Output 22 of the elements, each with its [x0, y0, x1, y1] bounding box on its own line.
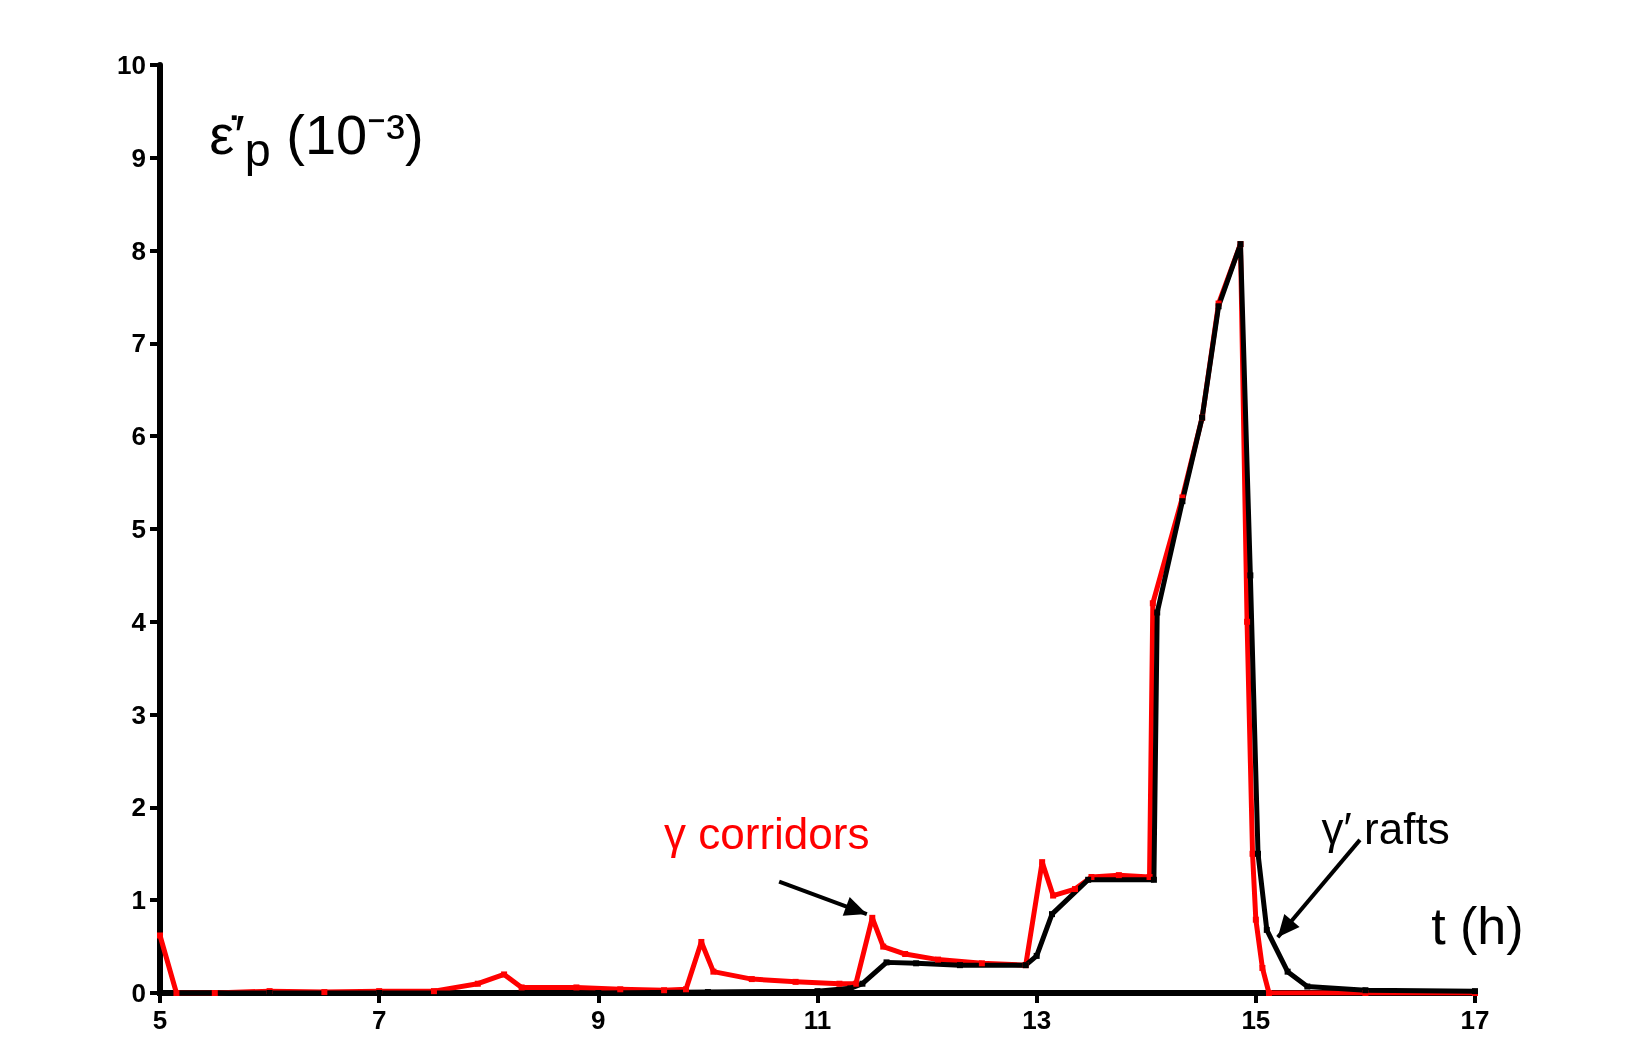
y-tick-label: 3 — [131, 699, 146, 730]
y-tick-label: 10 — [117, 50, 146, 80]
x-tick-label: 15 — [1241, 1005, 1271, 1035]
y-axis-title: ε̇′$_{p}$ (10⁻³) — [209, 102, 424, 176]
y-tick-label: 8 — [131, 235, 146, 266]
x-tick-label: 5 — [152, 1005, 168, 1035]
x-tick-label: 7 — [371, 1005, 387, 1035]
y-tick-label: 6 — [131, 421, 146, 452]
series-label: γ′ rafts — [1321, 804, 1450, 854]
series-label: γ corridors — [664, 809, 870, 859]
x-tick-label: 13 — [1022, 1005, 1052, 1035]
x-tick-label: 11 — [803, 1005, 832, 1035]
y-tick-label: 0 — [131, 978, 146, 1008]
x-tick-label: 17 — [1460, 1005, 1490, 1035]
y-tick-label: 5 — [131, 514, 146, 544]
x-tick-label: 9 — [591, 1005, 606, 1035]
y-tick-label: 2 — [131, 792, 146, 823]
y-tick-label: 7 — [131, 328, 146, 359]
y-tick-label: 4 — [131, 606, 147, 637]
x-axis-title: t (h) — [1431, 897, 1524, 956]
y-tick-label: 1 — [131, 885, 146, 916]
y-tick-label: 9 — [131, 142, 146, 173]
